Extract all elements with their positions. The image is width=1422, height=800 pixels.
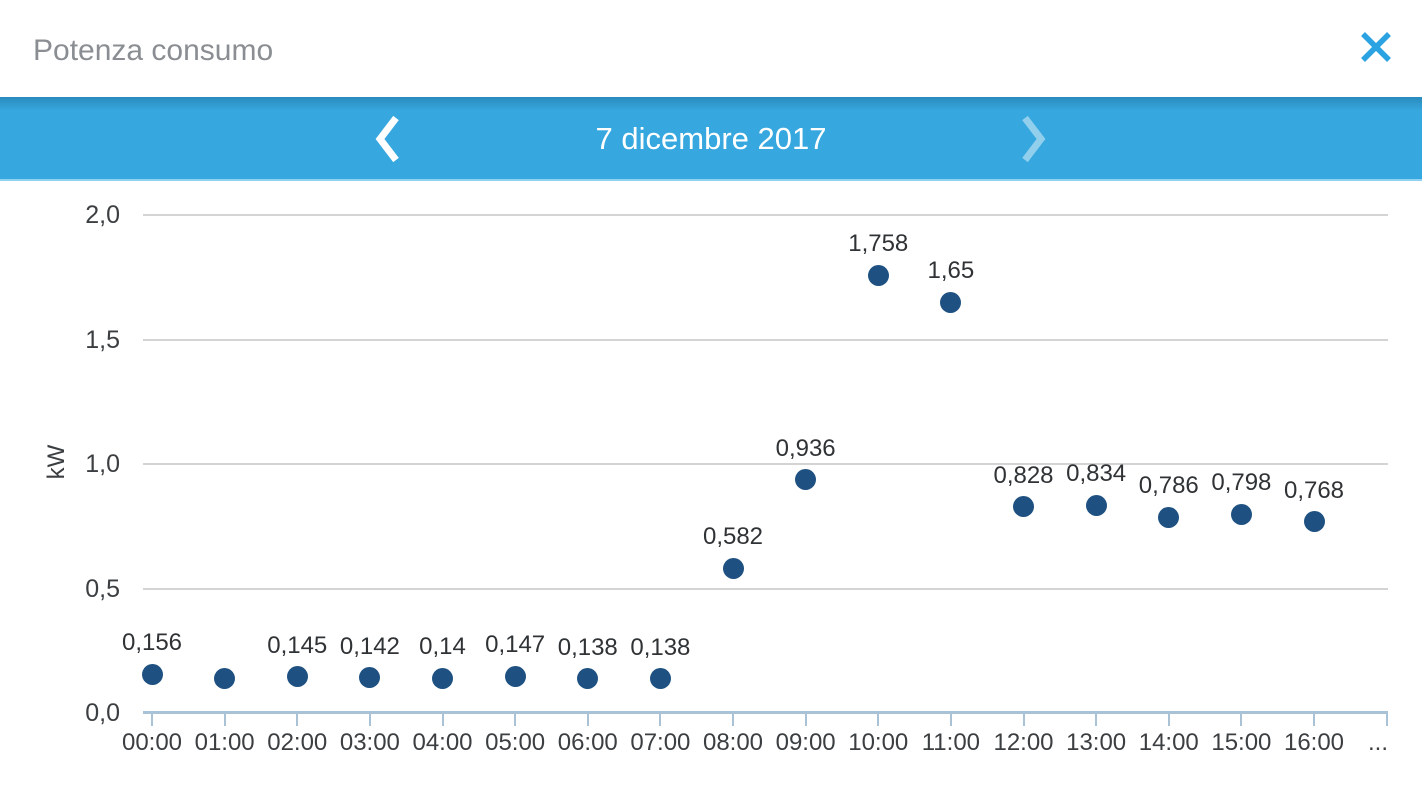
data-point-label: 0,768 (1283, 476, 1345, 504)
x-tick-label: 07:00 (630, 729, 691, 756)
x-tick-label: 13:00 (1066, 729, 1127, 756)
x-tick-end (1386, 713, 1388, 726)
data-point-label: 0,798 (1211, 469, 1272, 497)
x-tick-label: 15:00 (1211, 729, 1272, 756)
x-axis-line (143, 711, 1388, 714)
x-tick (441, 713, 444, 726)
data-point-label: 0,14 (419, 633, 466, 661)
x-tick (1240, 713, 1243, 726)
data-point-label: 1,65 (927, 257, 975, 285)
data-point[interactable] (432, 667, 453, 689)
data-point[interactable] (359, 667, 381, 689)
x-tick-label: 10:00 (848, 729, 909, 756)
x-tick (151, 713, 153, 726)
data-point[interactable] (867, 264, 889, 286)
x-tick (586, 713, 589, 726)
y-tick-label: 1,0 (85, 450, 120, 478)
data-point-label: 0,156 (121, 629, 183, 657)
x-overflow-label: ... (1367, 729, 1388, 756)
data-point-label: 0,936 (775, 434, 836, 462)
data-point-label: 0,834 (1066, 460, 1127, 488)
data-point-label: 0,828 (993, 461, 1054, 489)
x-tick-label: 08:00 (702, 729, 764, 756)
x-tick-label: 14:00 (1138, 729, 1199, 756)
data-point[interactable] (1303, 511, 1325, 533)
x-tick (659, 713, 662, 726)
data-point-label: 0,138 (630, 633, 691, 661)
x-tick-label: 09:00 (775, 729, 836, 756)
data-point[interactable] (141, 663, 163, 685)
data-point-label: 1,758 (848, 230, 909, 258)
data-point[interactable] (214, 667, 236, 689)
data-point[interactable] (577, 668, 599, 690)
x-tick (804, 713, 807, 726)
y-grid-line (143, 587, 1388, 590)
x-tick (223, 713, 226, 726)
x-tick (368, 713, 371, 726)
data-point[interactable] (1085, 494, 1107, 516)
x-tick-label: 05:00 (485, 729, 546, 756)
x-tick-label: 04:00 (412, 729, 473, 756)
x-tick (1167, 713, 1170, 726)
x-tick-label: 03:00 (339, 729, 400, 756)
data-point-label: 0,138 (557, 633, 618, 661)
y-tick-label: 0,0 (85, 699, 120, 727)
x-tick-label: 02:00 (267, 729, 328, 756)
x-tick-label: 16:00 (1283, 729, 1345, 756)
data-point[interactable] (1013, 496, 1034, 518)
x-tick-label: 00:00 (121, 729, 183, 756)
close-icon (1361, 32, 1391, 62)
data-point[interactable] (286, 666, 308, 688)
y-tick-label: 2,0 (85, 201, 120, 229)
dialog-header: Potenza consumo (0, 0, 1422, 97)
x-tick (514, 713, 517, 726)
data-point-label: 0,582 (702, 523, 764, 551)
y-tick-label: 1,5 (85, 325, 120, 354)
data-point[interactable] (1158, 506, 1180, 528)
x-tick (1095, 713, 1098, 726)
data-point-label: 0,147 (485, 631, 546, 659)
data-point-label: 0,142 (339, 632, 400, 660)
data-point[interactable] (649, 668, 671, 690)
x-tick (949, 713, 952, 726)
x-tick-label: 11:00 (921, 729, 981, 756)
date-label: 7 dicembre 2017 (595, 121, 827, 156)
data-point[interactable] (1230, 503, 1252, 525)
chevron-left-icon (375, 115, 399, 163)
data-point-label: 0,786 (1138, 472, 1199, 500)
x-tick (296, 713, 299, 726)
x-tick-label: 06:00 (557, 729, 618, 756)
y-grid-line (143, 463, 1388, 465)
x-tick (1313, 713, 1315, 726)
x-tick-label: 12:00 (993, 729, 1054, 756)
chevron-right-icon (1022, 115, 1046, 163)
close-button[interactable] (1355, 26, 1397, 68)
x-tick (877, 713, 880, 726)
data-point[interactable] (940, 291, 962, 313)
dialog-title: Potenza consumo (33, 34, 274, 67)
prev-day-button[interactable] (362, 109, 418, 169)
y-grid-line (143, 214, 1388, 216)
next-day-button[interactable] (1003, 109, 1059, 169)
data-point-label: 0,145 (267, 631, 328, 659)
data-point[interactable] (795, 469, 817, 491)
y-tick-label: 0,5 (85, 574, 120, 603)
y-grid-line (143, 338, 1388, 341)
power-consumption-chart: kW 0,0 0,5 1,0 1,5 2,0 00:00 01:00 02:00 03:00 04… (0, 181, 1422, 800)
x-tick (732, 713, 734, 726)
x-tick-label: 01:00 (194, 729, 255, 756)
data-point[interactable] (504, 665, 526, 687)
data-point[interactable] (722, 557, 744, 579)
date-navigation-bar: 7 dicembre 2017 (0, 97, 1422, 181)
x-tick (1022, 713, 1025, 726)
